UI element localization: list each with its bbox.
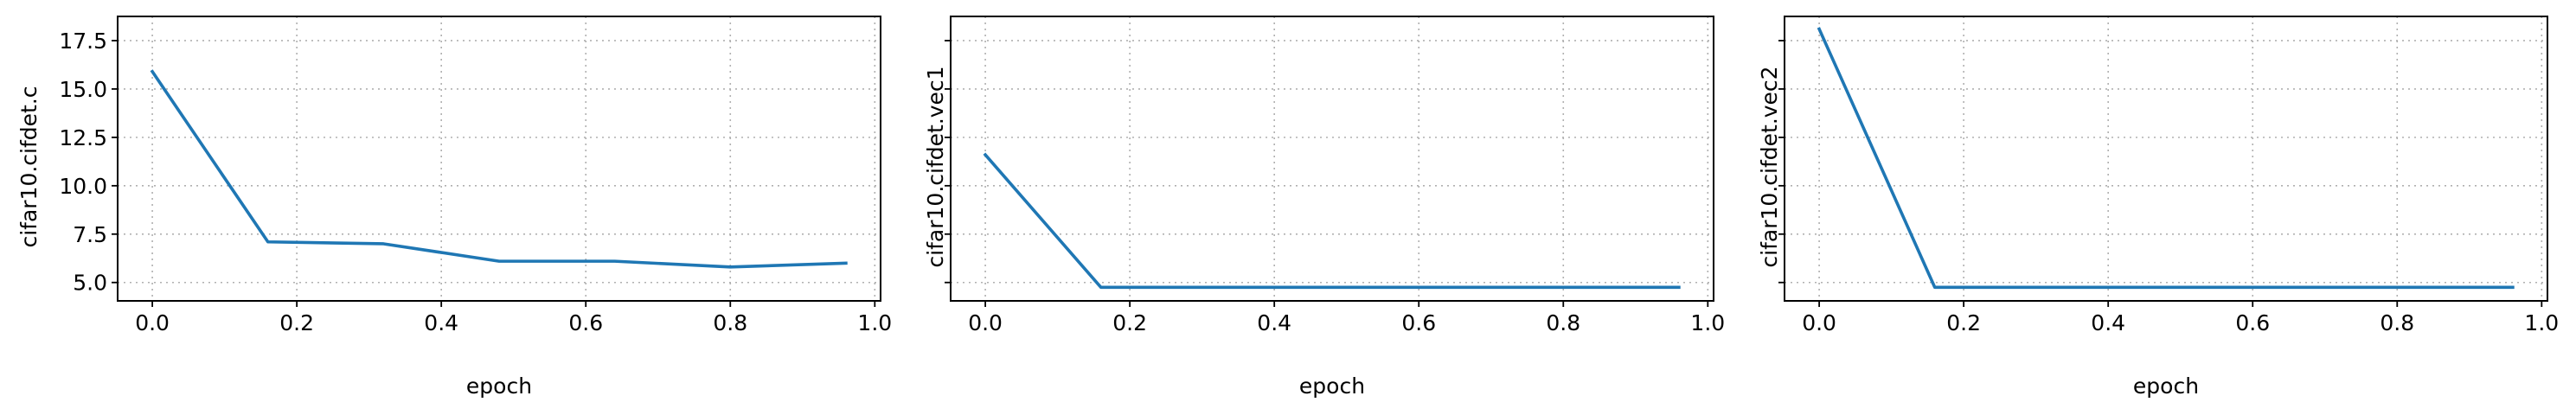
y-axis-label: cifar10.cifdet.vec2	[1757, 66, 1782, 267]
y-tick-label: 10.0	[59, 174, 107, 199]
x-tick-label: 0.0	[968, 310, 1003, 335]
x-tick-label: 0.2	[1112, 310, 1147, 335]
x-axis-label: epoch	[1299, 374, 1365, 399]
x-tick-label: 0.0	[135, 310, 170, 335]
subplot-1: 0.0 0.2 0.4 0.6 0.8 1.0 5.0 7.5 10.0 12.5 15.0 17.5…	[16, 16, 892, 399]
x-tick-label: 0.6	[568, 310, 603, 335]
x-tick-label: 0.6	[2235, 310, 2270, 335]
x-tick-label: 1.0	[2524, 310, 2559, 335]
y-tick-label: 17.5	[59, 29, 107, 54]
plot-area-1: 0.0 0.2 0.4 0.6 0.8 1.0 5.0 7.5 10.0 12.5 15.0 17.5	[59, 16, 892, 335]
series-line	[983, 152, 1681, 290]
axes-frame	[950, 16, 1714, 302]
x-tick-label: 0.6	[1401, 310, 1436, 335]
x-tick-label: 1.0	[1690, 310, 1725, 335]
y-tick-label: 7.5	[73, 222, 107, 247]
subplot-2: 0.0 0.2 0.4 0.6 0.8 1.0 epoch cifar10.cifdet.…	[923, 16, 1725, 399]
y-axis-label: cifar10.cifdet.vec1	[923, 66, 948, 267]
x-tick-label: 1.0	[857, 310, 892, 335]
x-axis-label: epoch	[466, 374, 532, 399]
series-line	[150, 69, 848, 269]
x-tick-label: 0.4	[424, 310, 458, 335]
y-tick-label: 5.0	[73, 271, 107, 296]
y-tick-label: 15.0	[59, 77, 107, 102]
x-tick-label: 0.0	[1802, 310, 1836, 335]
x-tick-label: 0.2	[1946, 310, 1981, 335]
x-tick-label: 0.8	[713, 310, 747, 335]
x-tick-label: 0.4	[2091, 310, 2125, 335]
plot-area-2: 0.0 0.2 0.4 0.6 0.8 1.0	[945, 16, 1725, 335]
series-line	[1817, 27, 2515, 290]
axes-frame	[117, 16, 881, 302]
y-tick-label: 12.5	[59, 125, 107, 150]
x-axis-label: epoch	[2133, 374, 2199, 399]
y-axis-label: cifar10.cifdet.c	[16, 86, 42, 247]
x-tick-label: 0.2	[279, 310, 314, 335]
x-tick-label: 0.4	[1257, 310, 1291, 335]
x-tick-label: 0.8	[1546, 310, 1580, 335]
axes-frame	[1784, 16, 2548, 302]
subplot-3: 0.0 0.2 0.4 0.6 0.8 1.0 epoch cifar10.cifdet.…	[1757, 16, 2559, 399]
plot-area-3: 0.0 0.2 0.4 0.6 0.8 1.0	[1778, 16, 2559, 335]
x-tick-label: 0.8	[2380, 310, 2414, 335]
